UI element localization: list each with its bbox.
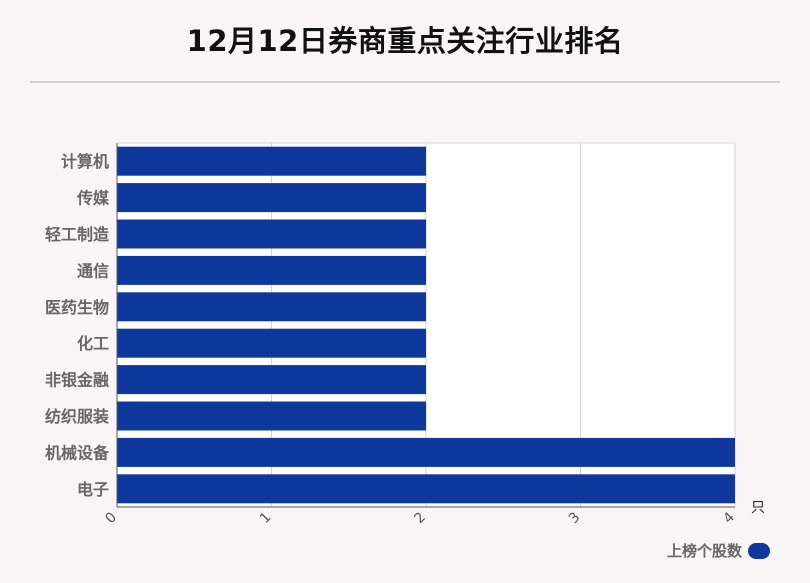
category-label: 计算机 [61, 152, 109, 171]
x-tick-label: 3 [566, 509, 584, 527]
bar-6 [117, 365, 426, 395]
category-label: 传媒 [76, 189, 110, 208]
category-label: 电子 [77, 480, 109, 499]
bar-5 [117, 328, 426, 358]
chart-title: 12月12日券商重点关注行业排名 [186, 24, 624, 58]
bar-3 [117, 255, 426, 285]
category-label: 机械设备 [45, 443, 110, 462]
bar-9 [117, 474, 735, 504]
category-label: 非银金融 [45, 371, 109, 390]
category-label: 纺织服装 [45, 407, 109, 426]
title-divider [30, 81, 780, 83]
x-tick-label: 1 [257, 509, 275, 527]
category-label: 轻工制造 [45, 225, 110, 244]
x-unit-label: 只 [751, 500, 765, 516]
bar-8 [117, 437, 735, 467]
legend-swatch [748, 542, 770, 559]
bar-7 [117, 401, 426, 431]
bar-1 [117, 183, 426, 213]
x-tick-label: 2 [411, 509, 429, 527]
bar-0 [117, 146, 426, 176]
bar-2 [117, 219, 426, 249]
x-tick-label: 4 [720, 509, 738, 527]
category-label: 医药生物 [45, 298, 109, 317]
legend[interactable]: 上榜个股数 [667, 540, 770, 561]
legend-label: 上榜个股数 [666, 542, 742, 560]
category-label: 化工 [77, 334, 109, 353]
category-label: 通信 [77, 261, 109, 280]
bar-4 [117, 292, 426, 322]
x-tick-label: 0 [102, 509, 120, 527]
